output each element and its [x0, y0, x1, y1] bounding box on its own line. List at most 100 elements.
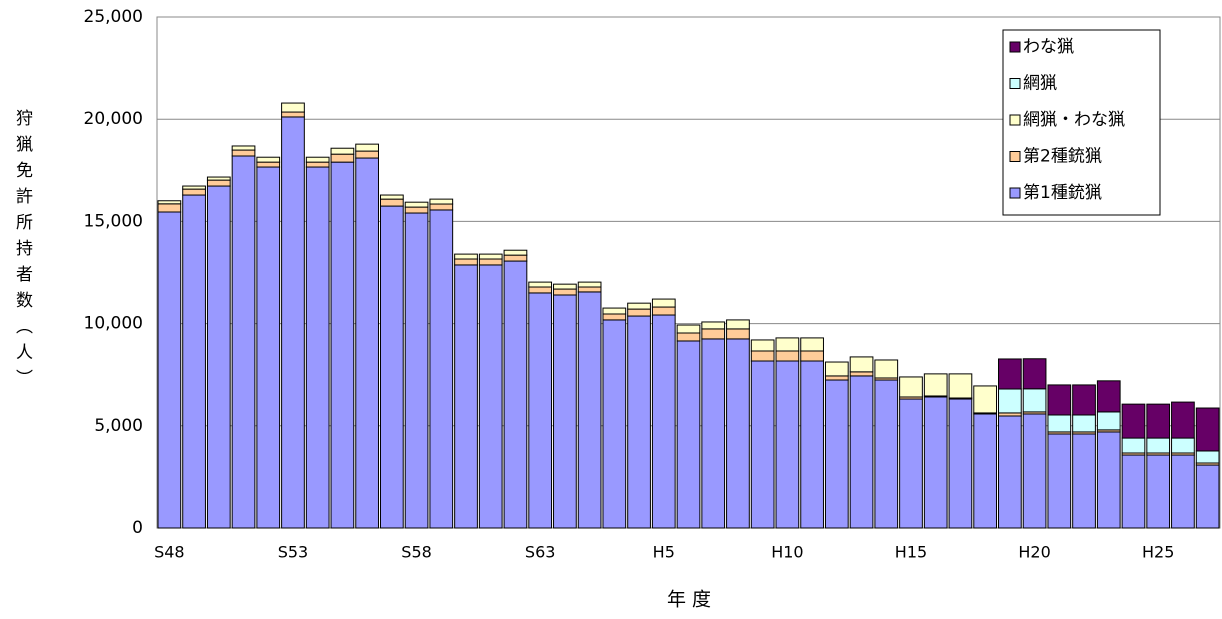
legend-label: 網猟・わな猟 — [1023, 110, 1125, 130]
bar-segment — [676, 332, 701, 342]
x-tick-label: S48 — [154, 543, 185, 562]
bar-segment — [1171, 401, 1195, 439]
bar-segment — [874, 359, 899, 379]
bar-segment — [478, 253, 503, 260]
bar-segment — [355, 150, 379, 159]
bar-segment — [206, 176, 231, 181]
bar-segment — [676, 324, 701, 334]
bar-segment — [998, 388, 1022, 414]
x-tick-label: H15 — [895, 543, 927, 562]
legend-swatch — [1009, 187, 1021, 199]
bar-segment — [701, 321, 726, 330]
bar-segment — [231, 155, 256, 529]
bar-segment — [775, 337, 800, 352]
bar-segment — [182, 188, 206, 196]
y-tick-label: 5,000 — [94, 416, 143, 436]
bar-segment — [1022, 413, 1047, 529]
bar-segment — [1072, 414, 1096, 433]
bar-segment — [800, 360, 824, 529]
bar-segment — [726, 328, 750, 340]
bar-segment — [602, 313, 627, 321]
y-tick-label: 0 — [132, 518, 143, 538]
bar-segment — [355, 157, 379, 529]
bar-segment — [330, 147, 355, 155]
bar-segment — [577, 286, 602, 293]
legend-swatch — [1009, 114, 1021, 126]
bar-segment — [998, 358, 1022, 390]
bar-segment — [503, 249, 528, 256]
bar-segment — [750, 360, 775, 529]
bar-segment — [1121, 403, 1146, 439]
bar-segment — [1096, 431, 1121, 529]
bar-segment — [627, 315, 651, 529]
x-tick-label: H25 — [1142, 543, 1174, 562]
bar-segment — [849, 375, 874, 529]
bar-segment — [824, 379, 849, 529]
bar-segment — [1121, 454, 1146, 529]
bar-segment — [923, 396, 948, 529]
bar-segment — [330, 153, 355, 163]
bar-segment — [1146, 403, 1171, 439]
bar-segment — [849, 356, 874, 373]
y-tick-label: 15,000 — [84, 211, 143, 231]
bar-segment — [1096, 380, 1121, 413]
bar-segment — [602, 307, 627, 315]
bar-segment — [528, 281, 553, 288]
bar-segment — [429, 209, 454, 529]
x-tick-label: S53 — [278, 543, 309, 562]
bar-segment — [1195, 464, 1220, 529]
bar-segment — [627, 302, 651, 310]
bar-segment — [1096, 411, 1121, 431]
bar-segment — [1171, 454, 1195, 529]
bar-segment — [948, 373, 973, 399]
legend-label: 第2種銃猟 — [1023, 147, 1102, 167]
x-tick-label: S58 — [401, 543, 432, 562]
bar-segment — [182, 185, 206, 190]
bar-segment — [157, 200, 182, 205]
bar-segment — [256, 166, 281, 529]
y-tick-label: 25,000 — [84, 7, 143, 27]
bar-segment — [429, 203, 454, 211]
bar-segment — [528, 286, 553, 294]
bar-segment — [874, 379, 899, 529]
bar-segment — [231, 145, 256, 151]
bar-segment — [429, 198, 454, 205]
bar-segment — [553, 288, 577, 296]
bar-segment — [1195, 407, 1220, 452]
bar-segment — [281, 116, 305, 529]
bar-segment — [454, 264, 478, 529]
bar-segment — [355, 143, 379, 152]
bar-segment — [701, 328, 726, 340]
x-tick-label: H10 — [771, 543, 803, 562]
bar-segment — [1146, 454, 1171, 529]
bar-segment — [206, 179, 231, 187]
bar-segment — [256, 156, 281, 163]
bar-segment — [676, 340, 701, 529]
x-tick-label: S63 — [525, 543, 556, 562]
bar-segment — [775, 350, 800, 362]
bar-segment — [1022, 358, 1047, 390]
legend-label: 網猟 — [1023, 74, 1057, 94]
legend-swatch — [1009, 41, 1021, 53]
bar-segment — [726, 338, 750, 529]
bar-segment — [404, 212, 429, 529]
bar-segment — [899, 398, 923, 529]
bar-segment — [1047, 384, 1072, 416]
bar-segment — [1121, 437, 1146, 454]
legend-swatch — [1009, 78, 1021, 89]
bar-segment — [553, 283, 577, 290]
bar-segment — [404, 201, 429, 208]
bar-segment — [157, 211, 182, 529]
bar-segment — [305, 166, 330, 529]
bar-segment — [281, 111, 305, 118]
bar-segment — [528, 292, 553, 529]
bar-segment — [651, 298, 676, 308]
legend-label: 第1種銃猟 — [1023, 183, 1102, 203]
bar-segment — [478, 264, 503, 529]
bar-segment — [627, 308, 651, 317]
bar-segment — [305, 161, 330, 168]
bar-segment — [577, 291, 602, 529]
bar-segment — [750, 339, 775, 352]
x-tick-label: H5 — [653, 543, 675, 562]
